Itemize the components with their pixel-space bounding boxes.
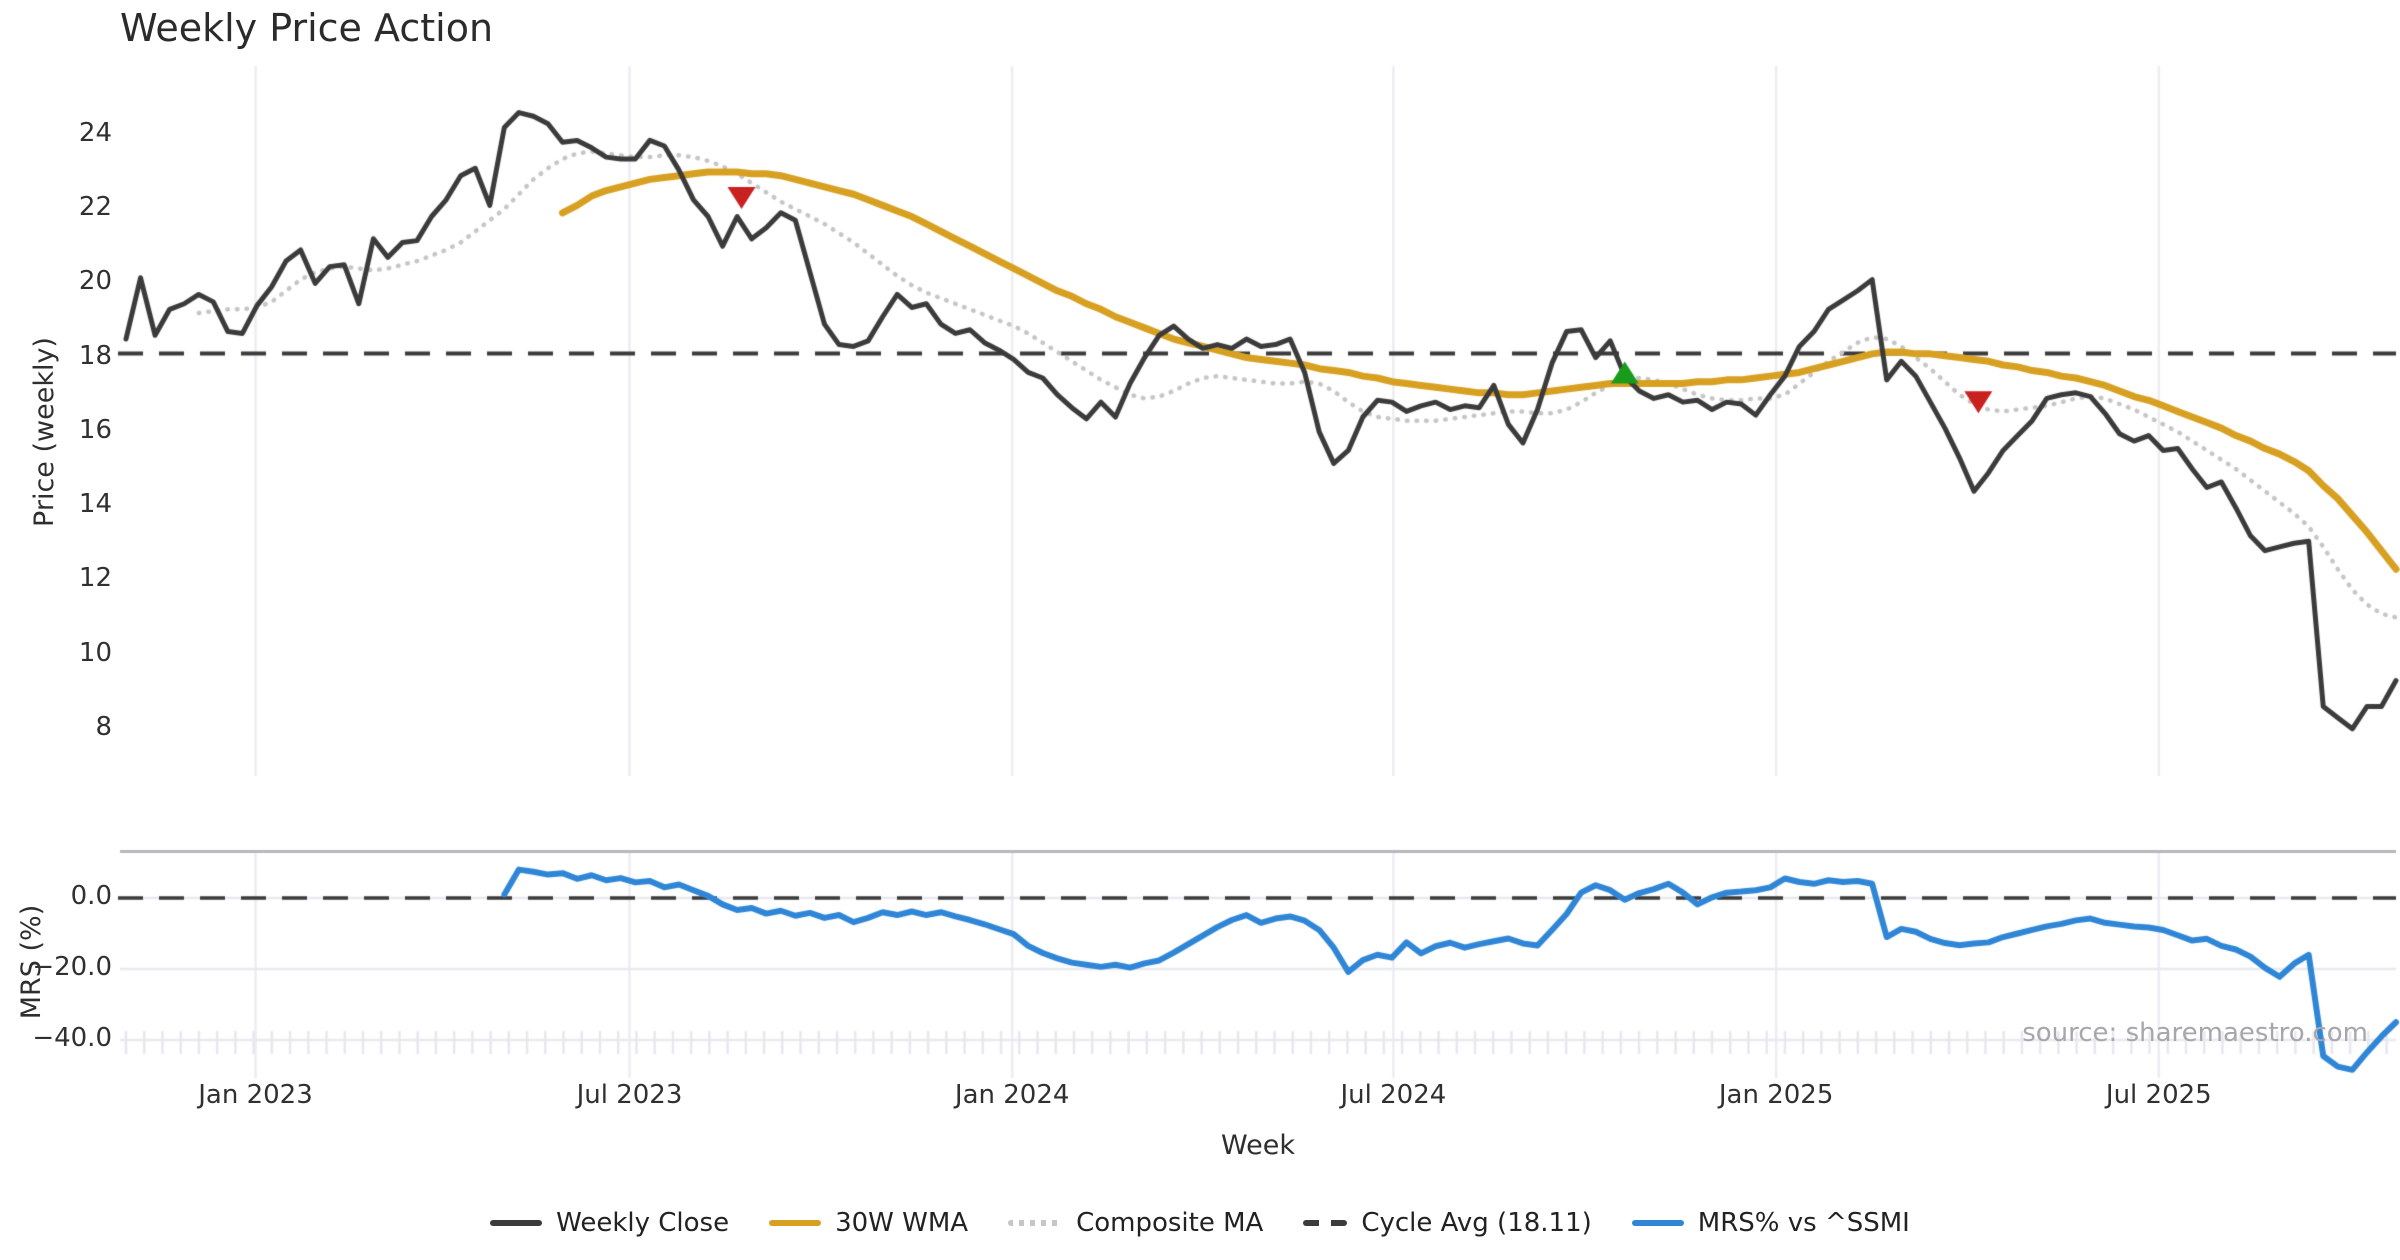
chart-title: Weekly Price Action xyxy=(120,6,494,50)
legend-item: 30W WMA xyxy=(769,1208,968,1238)
legend-label: MRS% vs ^SSMI xyxy=(1697,1208,1910,1238)
x-tick-label: Jul 2023 xyxy=(576,1080,683,1110)
chart-legend: Weekly Close 30W WMA Composite MA Cycle Avg… xyxy=(0,1208,2400,1238)
x-tick-label: Jan 2023 xyxy=(198,1080,313,1110)
legend-item: Weekly Close xyxy=(490,1208,729,1238)
source-attribution: source: sharemaestro.com xyxy=(2022,1018,2368,1048)
legend-swatch-solid xyxy=(1631,1220,1684,1226)
x-tick-label: Jan 2025 xyxy=(1718,1080,1834,1110)
price-ytick-label: 24 xyxy=(78,117,112,148)
legend-swatch-dashed xyxy=(1303,1220,1348,1226)
price-ytick-label: 20 xyxy=(78,266,112,297)
legend-label: Weekly Close xyxy=(556,1208,730,1238)
legend-label: 30W WMA xyxy=(835,1208,969,1238)
mrs-ytick-label: −20.0 xyxy=(32,952,112,982)
legend-label: Composite MA xyxy=(1076,1208,1264,1238)
mrs-ytick-label: 0.0 xyxy=(70,881,112,911)
legend-item: Cycle Avg (18.11) xyxy=(1303,1208,1592,1238)
price-ytick-label: 16 xyxy=(78,414,112,445)
price-ytick-label: 22 xyxy=(78,192,112,223)
price-ytick-label: 18 xyxy=(78,340,112,371)
price-ytick-label: 10 xyxy=(78,637,112,668)
legend-label: Cycle Avg (18.11) xyxy=(1361,1208,1592,1238)
legend-item: Composite MA xyxy=(1008,1208,1263,1238)
legend-swatch-solid xyxy=(769,1220,822,1226)
x-axis-label: Week xyxy=(1221,1130,1295,1161)
price-ytick-label: 14 xyxy=(78,489,112,520)
legend-item: MRS% vs ^SSMI xyxy=(1631,1208,1910,1238)
legend-swatch-solid xyxy=(490,1220,543,1226)
x-tick-label: Jan 2024 xyxy=(954,1080,1070,1110)
price-ytick-label: 12 xyxy=(78,563,112,594)
x-tick-label: Jul 2025 xyxy=(2105,1080,2212,1110)
price-ytick-label: 8 xyxy=(95,711,112,742)
legend-swatch-dotted xyxy=(1008,1220,1063,1226)
x-tick-label: Jul 2024 xyxy=(1340,1080,1447,1110)
mrs-ytick-label: −40.0 xyxy=(32,1023,112,1053)
